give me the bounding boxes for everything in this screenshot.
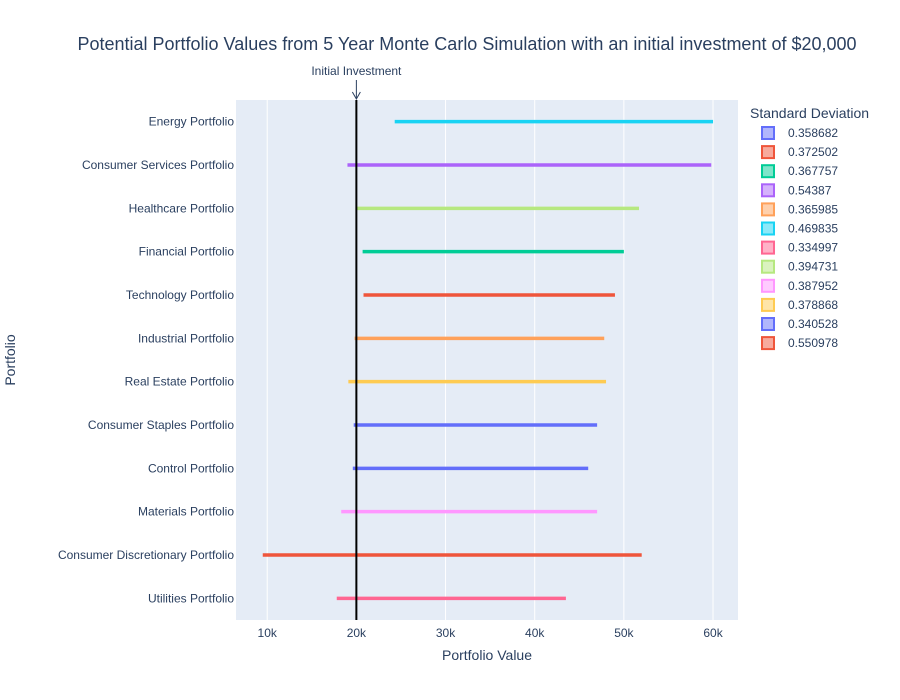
y-tick-label: Energy Portfolio xyxy=(149,115,235,129)
legend-swatch xyxy=(761,164,775,179)
legend-swatch xyxy=(761,126,775,140)
x-tick-label: 60k xyxy=(703,626,723,640)
y-tick-label: Consumer Discretionary Portfolio xyxy=(58,548,234,562)
legend-item: 0.550978 xyxy=(761,336,838,351)
legend-swatch xyxy=(761,297,775,312)
y-tick-label: Financial Portfolio xyxy=(139,245,235,259)
legend-label: 0.378868 xyxy=(788,298,838,312)
legend-item: 0.358682 xyxy=(761,126,838,140)
range-bars xyxy=(262,119,714,601)
x-tick-label: 50k xyxy=(614,626,634,640)
y-tick-label: Real Estate Portfolio xyxy=(125,375,235,389)
legend-item: 0.365985 xyxy=(761,202,838,217)
legend-swatch xyxy=(761,336,775,351)
y-axis-ticks: Energy Portfolio Consumer Services Portfo… xyxy=(58,115,234,606)
legend-swatch xyxy=(761,317,775,331)
legend-swatch xyxy=(761,259,775,274)
legend-item: 0.340528 xyxy=(761,317,838,331)
legend-swatch xyxy=(761,278,775,293)
initial-investment-annotation: Initial Investment xyxy=(311,64,402,620)
y-tick-label: Utilities Portfolio xyxy=(148,591,234,605)
legend-swatch xyxy=(761,240,775,255)
annotation-arrow-head xyxy=(351,91,361,101)
x-tick-label: 10k xyxy=(258,626,278,640)
legend: Standard Deviation 0.358682 0.372502 0.367… xyxy=(750,105,869,351)
legend-swatch xyxy=(761,145,775,160)
x-tick-label: 20k xyxy=(347,626,367,640)
legend-item: 0.378868 xyxy=(761,297,838,312)
legend-item: 0.367757 xyxy=(761,164,838,179)
y-tick-label: Materials Portfolio xyxy=(138,505,234,519)
legend-swatch xyxy=(761,183,775,198)
legend-item: 0.394731 xyxy=(761,259,838,274)
x-axis-ticks: 10k 20k 30k 40k 50k 60k xyxy=(258,626,724,640)
x-axis-title: Portfolio Value xyxy=(442,647,532,663)
legend-label: 0.387952 xyxy=(788,279,838,293)
legend-title: Standard Deviation xyxy=(750,105,869,121)
legend-label: 0.372502 xyxy=(788,145,838,159)
legend-label: 0.394731 xyxy=(788,260,838,274)
legend-item: 0.372502 xyxy=(761,145,838,160)
y-axis-title: Portfolio xyxy=(2,334,18,386)
legend-item: 0.387952 xyxy=(761,278,838,293)
legend-label: 0.550978 xyxy=(788,336,838,350)
legend-label: 0.358682 xyxy=(788,126,838,140)
annotation-label: Initial Investment xyxy=(311,64,402,78)
chart-title: Potential Portfolio Values from 5 Year M… xyxy=(77,34,856,54)
plot-area xyxy=(236,100,738,620)
legend-swatch xyxy=(761,221,775,236)
legend-swatch xyxy=(761,202,775,217)
y-tick-label: Industrial Portfolio xyxy=(138,331,234,345)
legend-label: 0.340528 xyxy=(788,317,838,331)
y-tick-label: Consumer Staples Portfolio xyxy=(88,418,234,432)
legend-label: 0.54387 xyxy=(788,183,832,197)
legend-item: 0.54387 xyxy=(761,183,832,198)
y-tick-label: Control Portfolio xyxy=(148,461,234,475)
legend-item: 0.469835 xyxy=(761,221,838,236)
legend-label: 0.365985 xyxy=(788,202,838,216)
y-tick-label: Consumer Services Portfolio xyxy=(82,158,234,172)
legend-item: 0.334997 xyxy=(761,240,838,255)
legend-label: 0.367757 xyxy=(788,164,838,178)
y-tick-label: Healthcare Portfolio xyxy=(129,201,235,215)
legend-label: 0.334997 xyxy=(788,241,838,255)
y-tick-label: Technology Portfolio xyxy=(126,288,234,302)
x-tick-label: 40k xyxy=(525,626,545,640)
legend-label: 0.469835 xyxy=(788,222,838,236)
x-tick-label: 30k xyxy=(436,626,456,640)
